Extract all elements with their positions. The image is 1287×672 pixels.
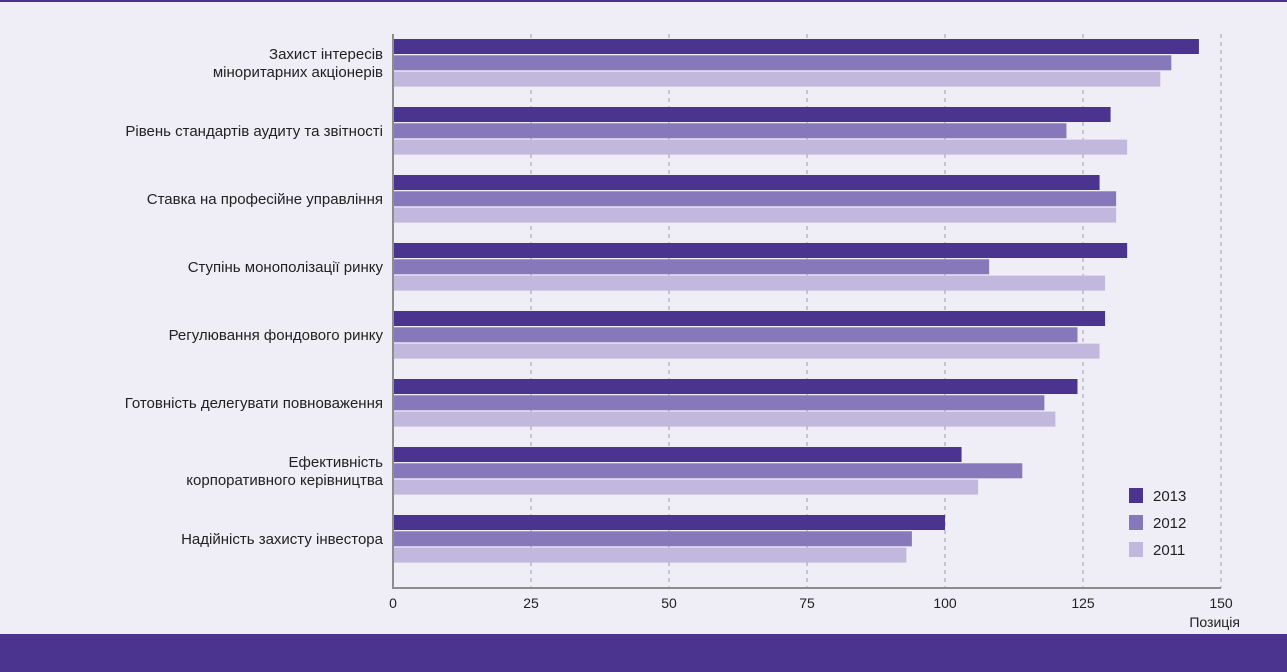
legend-label-2013: 2013 (1153, 488, 1186, 505)
category-label: корпоративного керівництва (186, 472, 383, 489)
bar-2011-6 (393, 411, 1056, 427)
bar-2013-4 (393, 243, 1128, 258)
category-label: Регулювання фондового ринку (169, 327, 384, 344)
legend-swatch-2013 (1129, 488, 1143, 503)
x-tick-label: 125 (1071, 595, 1095, 611)
legend-label-2011: 2011 (1153, 542, 1185, 559)
bar-2013-5 (393, 311, 1106, 326)
bar-2011-4 (393, 275, 1106, 291)
bar-2011-8 (393, 547, 907, 563)
category-label: Ставка на професійне управління (147, 191, 383, 208)
bar-2012-7 (393, 463, 1023, 479)
legend: 2013 2012 2011 (1129, 488, 1186, 559)
x-tick-label: 0 (389, 595, 397, 611)
x-tick-label: 25 (523, 595, 539, 611)
bar-2012-4 (393, 259, 990, 275)
category-label: Надійність захисту інвестора (181, 531, 384, 548)
bar-2012-8 (393, 531, 912, 547)
top-rule (0, 0, 1287, 2)
category-label: Ступінь монополізації ринку (188, 259, 384, 276)
category-label: міноритарних акціонерів (213, 64, 383, 81)
x-tick-label: 150 (1209, 595, 1233, 611)
bar-2012-6 (393, 395, 1045, 411)
bar-2011-3 (393, 207, 1117, 223)
bar-2013-3 (393, 175, 1100, 190)
bars (393, 39, 1199, 563)
bar-2013-6 (393, 379, 1078, 394)
bar-2011-1 (393, 71, 1161, 87)
bar-2011-7 (393, 479, 979, 495)
bar-2012-3 (393, 191, 1117, 207)
bar-2013-2 (393, 107, 1111, 122)
x-tick-label: 50 (661, 595, 677, 611)
bar-2012-5 (393, 327, 1078, 343)
legend-swatch-2012 (1129, 515, 1143, 530)
legend-swatch-2011 (1129, 542, 1143, 557)
x-axis-label: Позиція (1189, 614, 1240, 630)
legend-label-2012: 2012 (1153, 515, 1186, 532)
bar-2013-1 (393, 39, 1199, 54)
bar-2012-1 (393, 55, 1172, 71)
x-tick-label: 100 (933, 595, 957, 611)
x-tick-label: 75 (799, 595, 815, 611)
bar-2013-7 (393, 447, 962, 462)
x-axis: 0 25 50 75 100 125 150 Позиція (389, 34, 1240, 630)
bar-2011-5 (393, 343, 1100, 359)
category-label: Готовність делегувати повноваження (125, 395, 383, 412)
category-label: Ефективність (289, 454, 384, 471)
bottom-band (0, 634, 1287, 672)
bar-2012-2 (393, 123, 1067, 139)
bar-2013-8 (393, 515, 945, 530)
bar-2011-2 (393, 139, 1128, 155)
category-label: Рівень стандартів аудиту та звітності (125, 123, 383, 140)
category-label: Захист інтересів (269, 46, 383, 63)
